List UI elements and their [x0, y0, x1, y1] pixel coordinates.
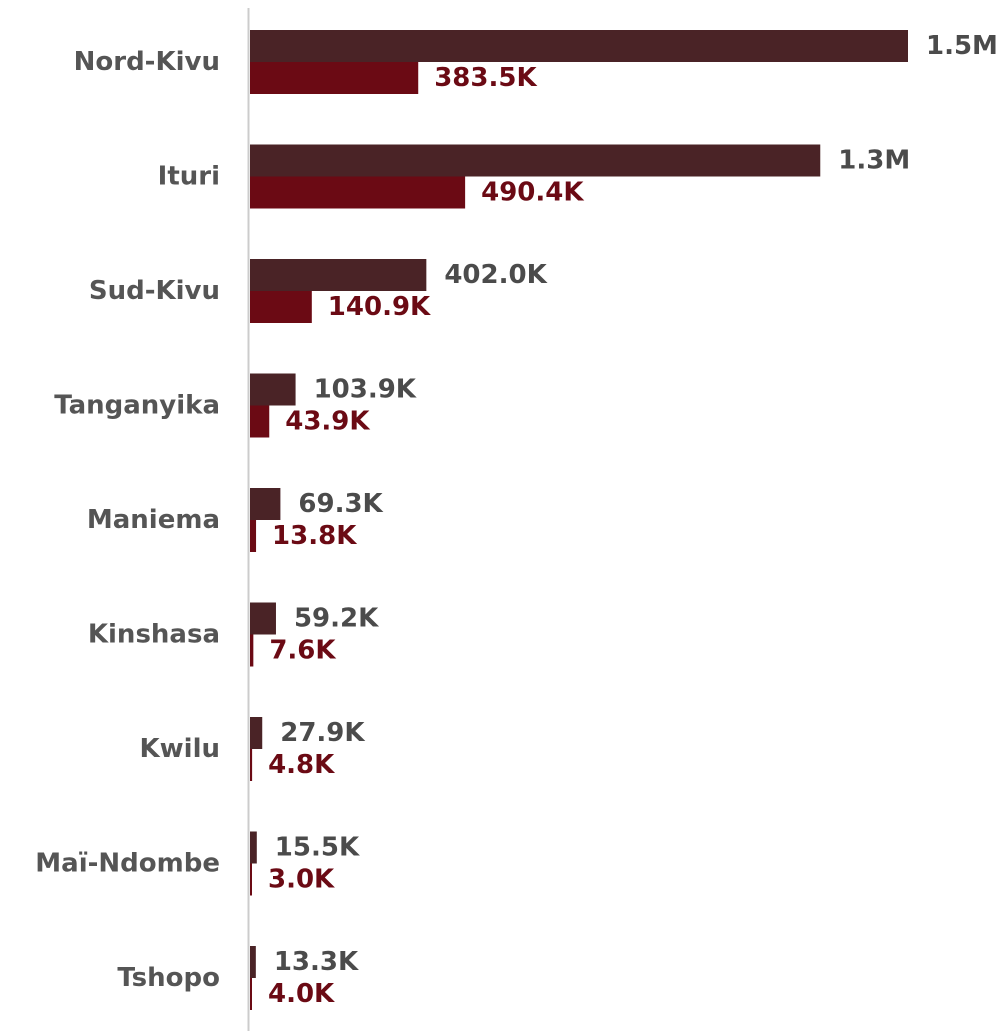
data-label-series-1: 59.2K: [294, 604, 379, 634]
bar-series-1: [250, 259, 427, 291]
category-label: Tanganyika: [54, 391, 220, 421]
bar-series-2: [250, 863, 252, 896]
data-label-series-2: 140.9K: [328, 292, 431, 322]
bar-series-1: [250, 488, 281, 520]
category-label: Kinshasa: [88, 620, 220, 650]
category-label: Sud-Kivu: [89, 276, 220, 306]
bar-series-1: [250, 30, 908, 62]
data-label-series-1: 13.3K: [274, 947, 359, 977]
category-label: Tshopo: [117, 963, 220, 993]
bar-series-1: [250, 831, 257, 864]
bar-series-1: [250, 602, 276, 635]
bar-series-2: [250, 978, 252, 1010]
bar-series-2: [250, 634, 254, 667]
data-label-series-1: 27.9K: [280, 718, 365, 748]
bar-series-1: [250, 946, 256, 978]
category-label: Kwilu: [139, 734, 220, 764]
data-label-series-2: 7.6K: [269, 636, 336, 666]
data-label-series-1: 1.3M: [838, 146, 910, 176]
data-label-series-1: 1.5M: [926, 31, 998, 61]
bar-series-1: [250, 717, 263, 749]
data-label-series-2: 13.8K: [272, 521, 357, 551]
data-label-series-2: 43.9K: [285, 407, 370, 437]
bar-series-1: [250, 144, 821, 177]
data-label-series-1: 402.0K: [444, 260, 547, 290]
bar-series-2: [250, 176, 466, 209]
data-label-series-2: 4.8K: [268, 750, 335, 780]
data-label-series-2: 490.4K: [481, 178, 584, 208]
category-label: Maniema: [87, 505, 220, 535]
bar-series-2: [250, 405, 270, 438]
category-label: Ituri: [158, 162, 220, 192]
data-label-series-2: 383.5K: [434, 63, 537, 93]
bar-series-2: [250, 749, 253, 781]
data-label-series-1: 15.5K: [275, 833, 360, 863]
category-label: Nord-Kivu: [74, 47, 220, 77]
bar-series-2: [250, 62, 419, 94]
bar-series-2: [250, 291, 312, 323]
bar-series-1: [250, 373, 296, 406]
data-label-series-1: 69.3K: [298, 489, 383, 519]
category-label: Maï-Ndombe: [35, 849, 220, 879]
data-label-series-1: 103.9K: [314, 375, 417, 405]
bar-series-2: [250, 520, 257, 552]
data-label-series-2: 3.0K: [268, 865, 335, 895]
data-label-series-2: 4.0K: [268, 979, 335, 1009]
